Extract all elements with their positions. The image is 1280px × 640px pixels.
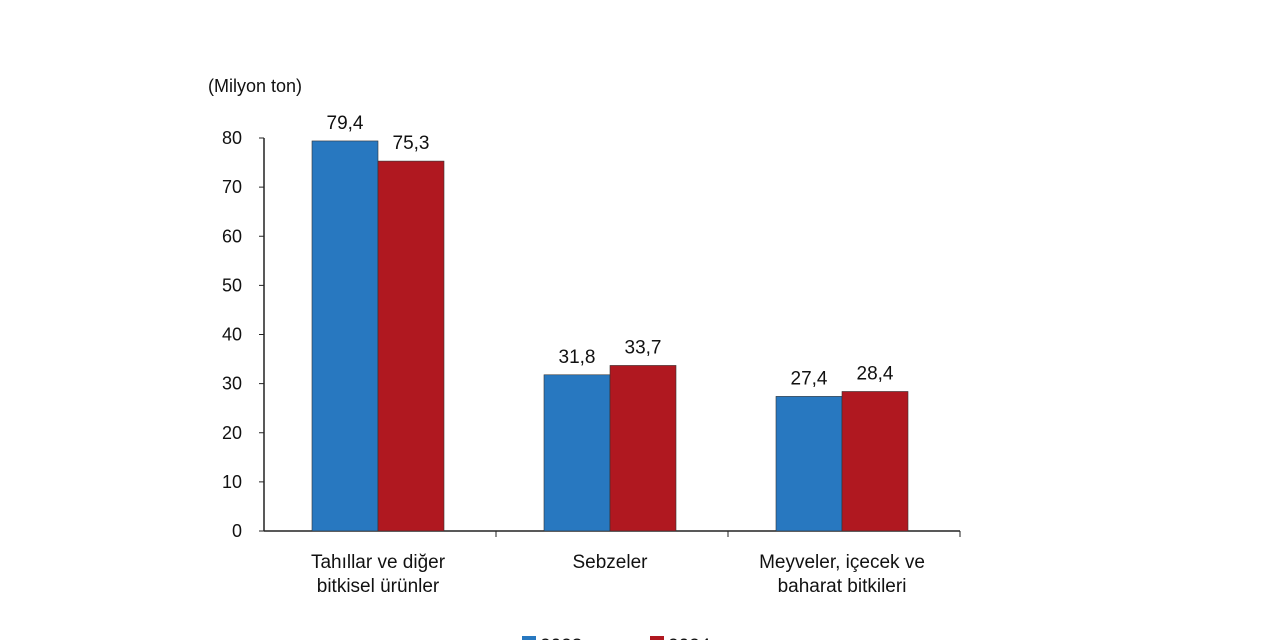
y-tick-label: 10 bbox=[222, 472, 242, 492]
legend-swatch bbox=[650, 636, 664, 640]
data-label: 79,4 bbox=[327, 113, 364, 134]
y-tick-label: 80 bbox=[222, 128, 242, 148]
data-label: 27,4 bbox=[791, 368, 828, 389]
bar-2023 bbox=[775, 396, 843, 532]
x-tick-label: baharat bitkileri bbox=[778, 576, 907, 597]
y-tick-label: 60 bbox=[222, 226, 242, 246]
legend-swatch bbox=[522, 636, 536, 640]
bar-2023 bbox=[543, 374, 611, 532]
y-tick-label: 50 bbox=[222, 275, 242, 295]
bar-2023 bbox=[311, 140, 379, 532]
bar-2024 bbox=[377, 160, 445, 532]
data-label: 33,7 bbox=[625, 337, 662, 358]
x-tick-label: Sebzeler bbox=[573, 552, 649, 573]
x-tick-label: Tahıllar ve diğer bbox=[311, 552, 446, 573]
data-label: 28,4 bbox=[857, 363, 894, 384]
y-axis-label: (Milyon ton) bbox=[208, 76, 302, 96]
legend-label: 2023 bbox=[540, 636, 582, 640]
y-tick-label: 40 bbox=[222, 325, 242, 345]
x-tick-label: bitkisel ürünler bbox=[317, 576, 440, 597]
y-tick-label: 0 bbox=[232, 521, 242, 541]
x-tick-label: Meyveler, içecek ve bbox=[759, 552, 925, 573]
legend-label: 2024 bbox=[668, 636, 711, 640]
y-tick-label: 70 bbox=[222, 177, 242, 197]
data-label: 31,8 bbox=[559, 347, 596, 368]
y-tick-label: 30 bbox=[222, 374, 242, 394]
data-label: 75,3 bbox=[393, 133, 430, 154]
bar-2024 bbox=[841, 391, 909, 532]
bar-2024 bbox=[609, 365, 677, 532]
y-tick-label: 20 bbox=[222, 423, 242, 443]
